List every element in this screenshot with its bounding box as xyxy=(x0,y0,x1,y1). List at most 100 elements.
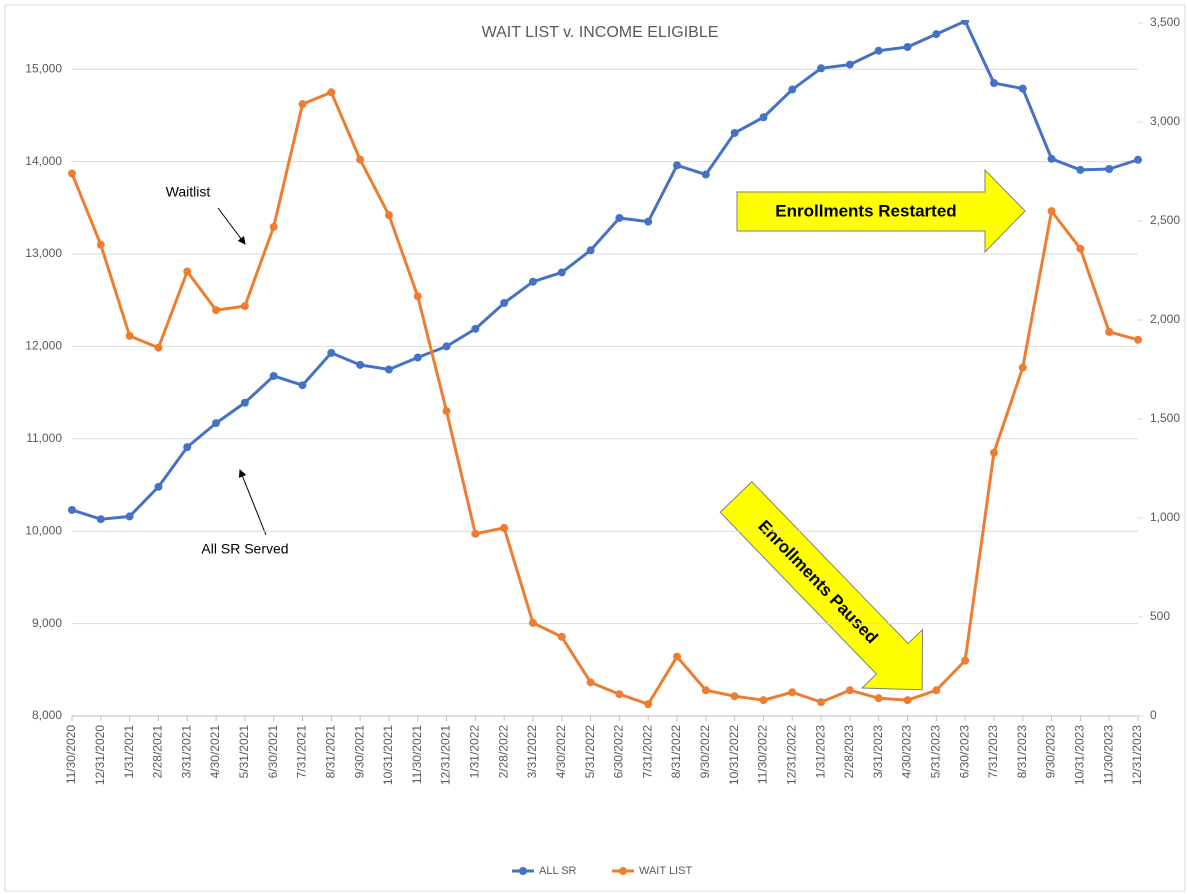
series-marker xyxy=(125,331,134,340)
series-marker xyxy=(68,169,76,178)
series-marker xyxy=(788,85,797,94)
series-marker xyxy=(788,688,797,697)
series-marker xyxy=(586,678,595,687)
series-marker xyxy=(932,686,941,695)
x-tick-label: 8/31/2022 xyxy=(669,725,683,779)
series-marker xyxy=(701,686,710,695)
y-tick-label: 13,000 xyxy=(25,246,62,260)
x-tick-label: 5/31/2022 xyxy=(583,725,597,779)
series-marker xyxy=(701,170,710,179)
restart-arrow xyxy=(736,168,1026,254)
x-tick-label: 1/31/2021 xyxy=(122,725,136,779)
x-tick-label: 2/28/2021 xyxy=(151,725,165,779)
x-tick-label: 5/31/2023 xyxy=(928,725,942,779)
series-marker xyxy=(212,306,221,315)
x-tick-label: 7/31/2022 xyxy=(640,725,654,779)
series-marker xyxy=(327,88,336,97)
series-marker xyxy=(269,222,278,231)
x-tick-label: 1/31/2023 xyxy=(813,725,827,779)
series-marker xyxy=(442,407,451,416)
series-marker xyxy=(384,365,393,374)
series-marker xyxy=(903,696,912,705)
series-marker xyxy=(1018,363,1027,372)
x-tick-label: 9/30/2022 xyxy=(698,725,712,779)
series-marker xyxy=(384,211,393,220)
series-marker xyxy=(1105,164,1114,173)
series-marker xyxy=(673,652,682,661)
y2-tick-label: 2,500 xyxy=(1150,213,1180,227)
x-tick-label: 11/30/2022 xyxy=(756,725,770,784)
series-marker xyxy=(615,213,624,222)
series-marker xyxy=(154,482,163,491)
pause-arrow-group: Enrollments Paused xyxy=(719,481,924,691)
series-marker xyxy=(1076,244,1085,253)
series-marker xyxy=(817,64,826,73)
y2-tick-label: 500 xyxy=(1150,609,1170,623)
y2-tick-label: 2,000 xyxy=(1150,312,1180,326)
series-marker xyxy=(730,692,739,701)
x-tick-label: 4/30/2023 xyxy=(900,725,914,779)
series-marker xyxy=(528,618,537,627)
x-tick-label: 11/30/2021 xyxy=(410,725,424,784)
series-marker xyxy=(298,100,307,109)
series-marker xyxy=(644,217,653,226)
x-tick-label: 3/31/2022 xyxy=(525,725,539,779)
series-marker xyxy=(442,342,451,351)
x-tick-label: 4/30/2021 xyxy=(208,725,222,779)
annotation: Enrollments Restarted xyxy=(775,201,956,220)
series-marker xyxy=(1134,155,1142,164)
series-marker xyxy=(1105,327,1114,336)
x-tick-label: 3/31/2021 xyxy=(179,725,193,779)
series-marker xyxy=(759,113,768,122)
x-tick-label: 10/31/2022 xyxy=(727,725,741,785)
series-marker xyxy=(500,298,509,307)
series-marker xyxy=(961,656,970,665)
annotation-arrow xyxy=(217,207,246,245)
legend-label: WAIT LIST xyxy=(639,865,692,877)
y-tick-label: 10,000 xyxy=(25,523,62,537)
x-tick-label: 3/31/2023 xyxy=(871,725,885,779)
series-marker xyxy=(500,523,509,532)
annotation: All SR Served xyxy=(201,541,288,557)
series-line xyxy=(70,90,1139,706)
x-tick-label: 10/31/2023 xyxy=(1073,725,1087,785)
x-tick-label: 6/30/2023 xyxy=(957,725,971,779)
series-marker xyxy=(1047,207,1056,216)
x-tick-label: 9/30/2023 xyxy=(1044,725,1058,779)
series-marker xyxy=(989,448,998,457)
series-marker xyxy=(845,60,854,69)
series-marker xyxy=(1134,335,1142,344)
y-tick-label: 12,000 xyxy=(25,339,62,353)
series-marker xyxy=(1047,154,1056,163)
series-marker xyxy=(471,324,480,333)
plot-area xyxy=(68,20,1142,709)
series-marker xyxy=(932,30,941,39)
legend-marker xyxy=(619,867,627,875)
legend-marker xyxy=(519,867,527,875)
series-marker xyxy=(240,398,249,407)
series-marker xyxy=(212,419,221,428)
series-marker xyxy=(183,443,192,452)
series-marker xyxy=(471,529,480,538)
chart-border xyxy=(4,4,1186,892)
y-tick-label: 8,000 xyxy=(32,708,62,722)
y2-tick-label: 0 xyxy=(1150,708,1157,722)
x-tick-label: 12/31/2022 xyxy=(784,725,798,785)
annotation: Waitlist xyxy=(166,184,211,200)
x-tick-label: 5/31/2021 xyxy=(237,725,251,779)
y2-tick-label: 3,000 xyxy=(1150,114,1180,128)
series-marker xyxy=(298,381,307,390)
series-marker xyxy=(874,694,883,703)
pause-arrow xyxy=(719,481,924,691)
series-marker xyxy=(68,505,76,514)
series-marker xyxy=(96,515,105,524)
series-marker xyxy=(615,690,624,699)
annotation-arrow xyxy=(238,469,267,536)
series-marker xyxy=(96,240,105,249)
series-marker xyxy=(817,698,826,707)
series-marker xyxy=(903,43,912,52)
series-marker xyxy=(1076,165,1085,174)
series-marker xyxy=(528,277,537,286)
series-marker xyxy=(356,155,365,164)
